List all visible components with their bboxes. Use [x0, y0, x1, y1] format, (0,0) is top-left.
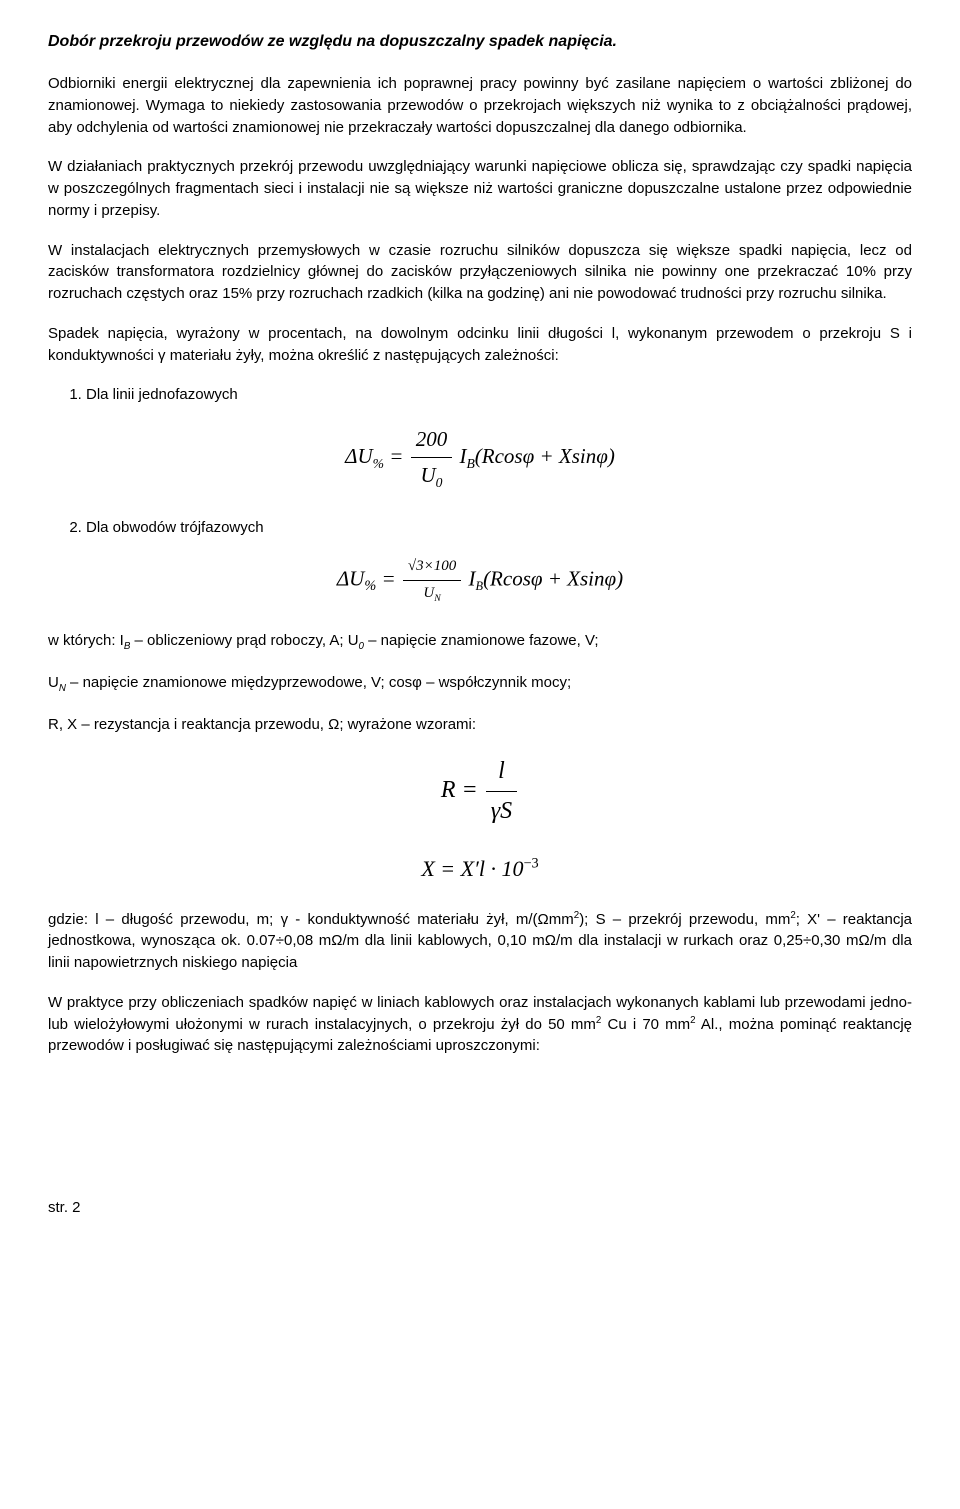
- formula-tail-base: I: [454, 444, 466, 468]
- formula-fraction: 200U0: [411, 424, 453, 492]
- formula-lhs-base: ΔU: [345, 444, 373, 468]
- paragraph-practice: W praktyce przy obliczeniach spadków nap…: [48, 992, 912, 1057]
- formula2-fraction: √3×100UN: [403, 556, 461, 606]
- formula2-tail-sub: B: [476, 579, 484, 593]
- def4-mid1: ); S – przekrój przewodu, mm: [579, 911, 790, 928]
- formula2-numerator: √3×100: [403, 556, 461, 581]
- page-number: str. 2: [48, 1197, 912, 1219]
- formula-tail-sub: B: [466, 456, 474, 471]
- formula-den-base: U: [420, 463, 435, 487]
- formula4-sup: −3: [523, 856, 538, 872]
- paragraph-intro-1: Odbiorniki energii elektrycznej dla zape…: [48, 73, 912, 138]
- formula2-tail-rest: (Rcosφ + Xsinφ): [483, 567, 623, 591]
- def2-sub: N: [59, 683, 66, 694]
- list-item-single-phase: Dla linii jednofazowych: [86, 384, 912, 406]
- def4-pre: gdzie: l – długość przewodu, m; γ - kond…: [48, 911, 574, 928]
- formula-list-2: Dla obwodów trójfazowych: [48, 517, 912, 539]
- definitions-line-1: w których: IB – obliczeniowy prąd robocz…: [48, 630, 912, 654]
- formula3-numerator: l: [486, 754, 517, 792]
- paragraph-intro-3: W instalacjach elektrycznych przemysłowy…: [48, 240, 912, 305]
- definitions-line-2: UN – napięcie znamionowe międzyprzewodow…: [48, 672, 912, 696]
- formula-eq: =: [384, 444, 409, 468]
- formula-three-phase: ΔU% = √3×100UN IB(Rcosφ + Xsinφ): [48, 556, 912, 606]
- definitions-line-3: R, X – rezystancja i reaktancja przewodu…: [48, 714, 912, 736]
- formula2-den-sub: N: [434, 593, 441, 604]
- formula2-lhs-sub: %: [364, 578, 376, 594]
- definitions-line-4: gdzie: l – długość przewodu, m; γ - kond…: [48, 909, 912, 974]
- paragraph-intro-2: W działaniach praktycznych przekrój prze…: [48, 156, 912, 221]
- page-title: Dobór przekroju przewodów ze względu na …: [48, 30, 912, 53]
- formula-resistance: R = lγS: [48, 754, 912, 829]
- formula3-lhs: R =: [441, 777, 484, 803]
- formula4-full: X = X′l · 10: [421, 856, 523, 881]
- formula-lhs-sub: %: [373, 456, 384, 471]
- formula-tail-rest: (Rcosφ + Xsinφ): [475, 444, 615, 468]
- paragraph-intro-4: Spadek napięcia, wyrażony w procentach, …: [48, 323, 912, 367]
- formula-den-sub: 0: [436, 475, 443, 490]
- practice-mid: Cu i 70 mm: [601, 1016, 690, 1033]
- def2-tail: – napięcie znamionowe międzyprzewodowe, …: [66, 674, 571, 691]
- formula-list: Dla linii jednofazowych: [48, 384, 912, 406]
- formula-reactance: X = X′l · 10−3: [48, 853, 912, 885]
- formula-denominator: U0: [411, 458, 453, 493]
- def-tail1: – napięcie znamionowe fazowe, V;: [364, 632, 599, 649]
- formula3-denominator: γS: [486, 792, 517, 829]
- formula-single-phase: ΔU% = 200U0 IB(Rcosφ + Xsinφ): [48, 424, 912, 492]
- formula3-fraction: lγS: [486, 754, 517, 829]
- formula-numerator: 200: [411, 424, 453, 457]
- formula2-lhs-base: ΔU: [337, 567, 365, 591]
- formula2-tail-base: I: [463, 567, 475, 591]
- formula2-eq: =: [376, 567, 401, 591]
- def2-pre: U: [48, 674, 59, 691]
- def-pre: w których: I: [48, 632, 124, 649]
- list-item-three-phase: Dla obwodów trójfazowych: [86, 517, 912, 539]
- def-mid1: – obliczeniowy prąd roboczy, A; U: [130, 632, 358, 649]
- formula2-denominator: UN: [403, 581, 461, 606]
- formula2-den-base: U: [423, 585, 434, 601]
